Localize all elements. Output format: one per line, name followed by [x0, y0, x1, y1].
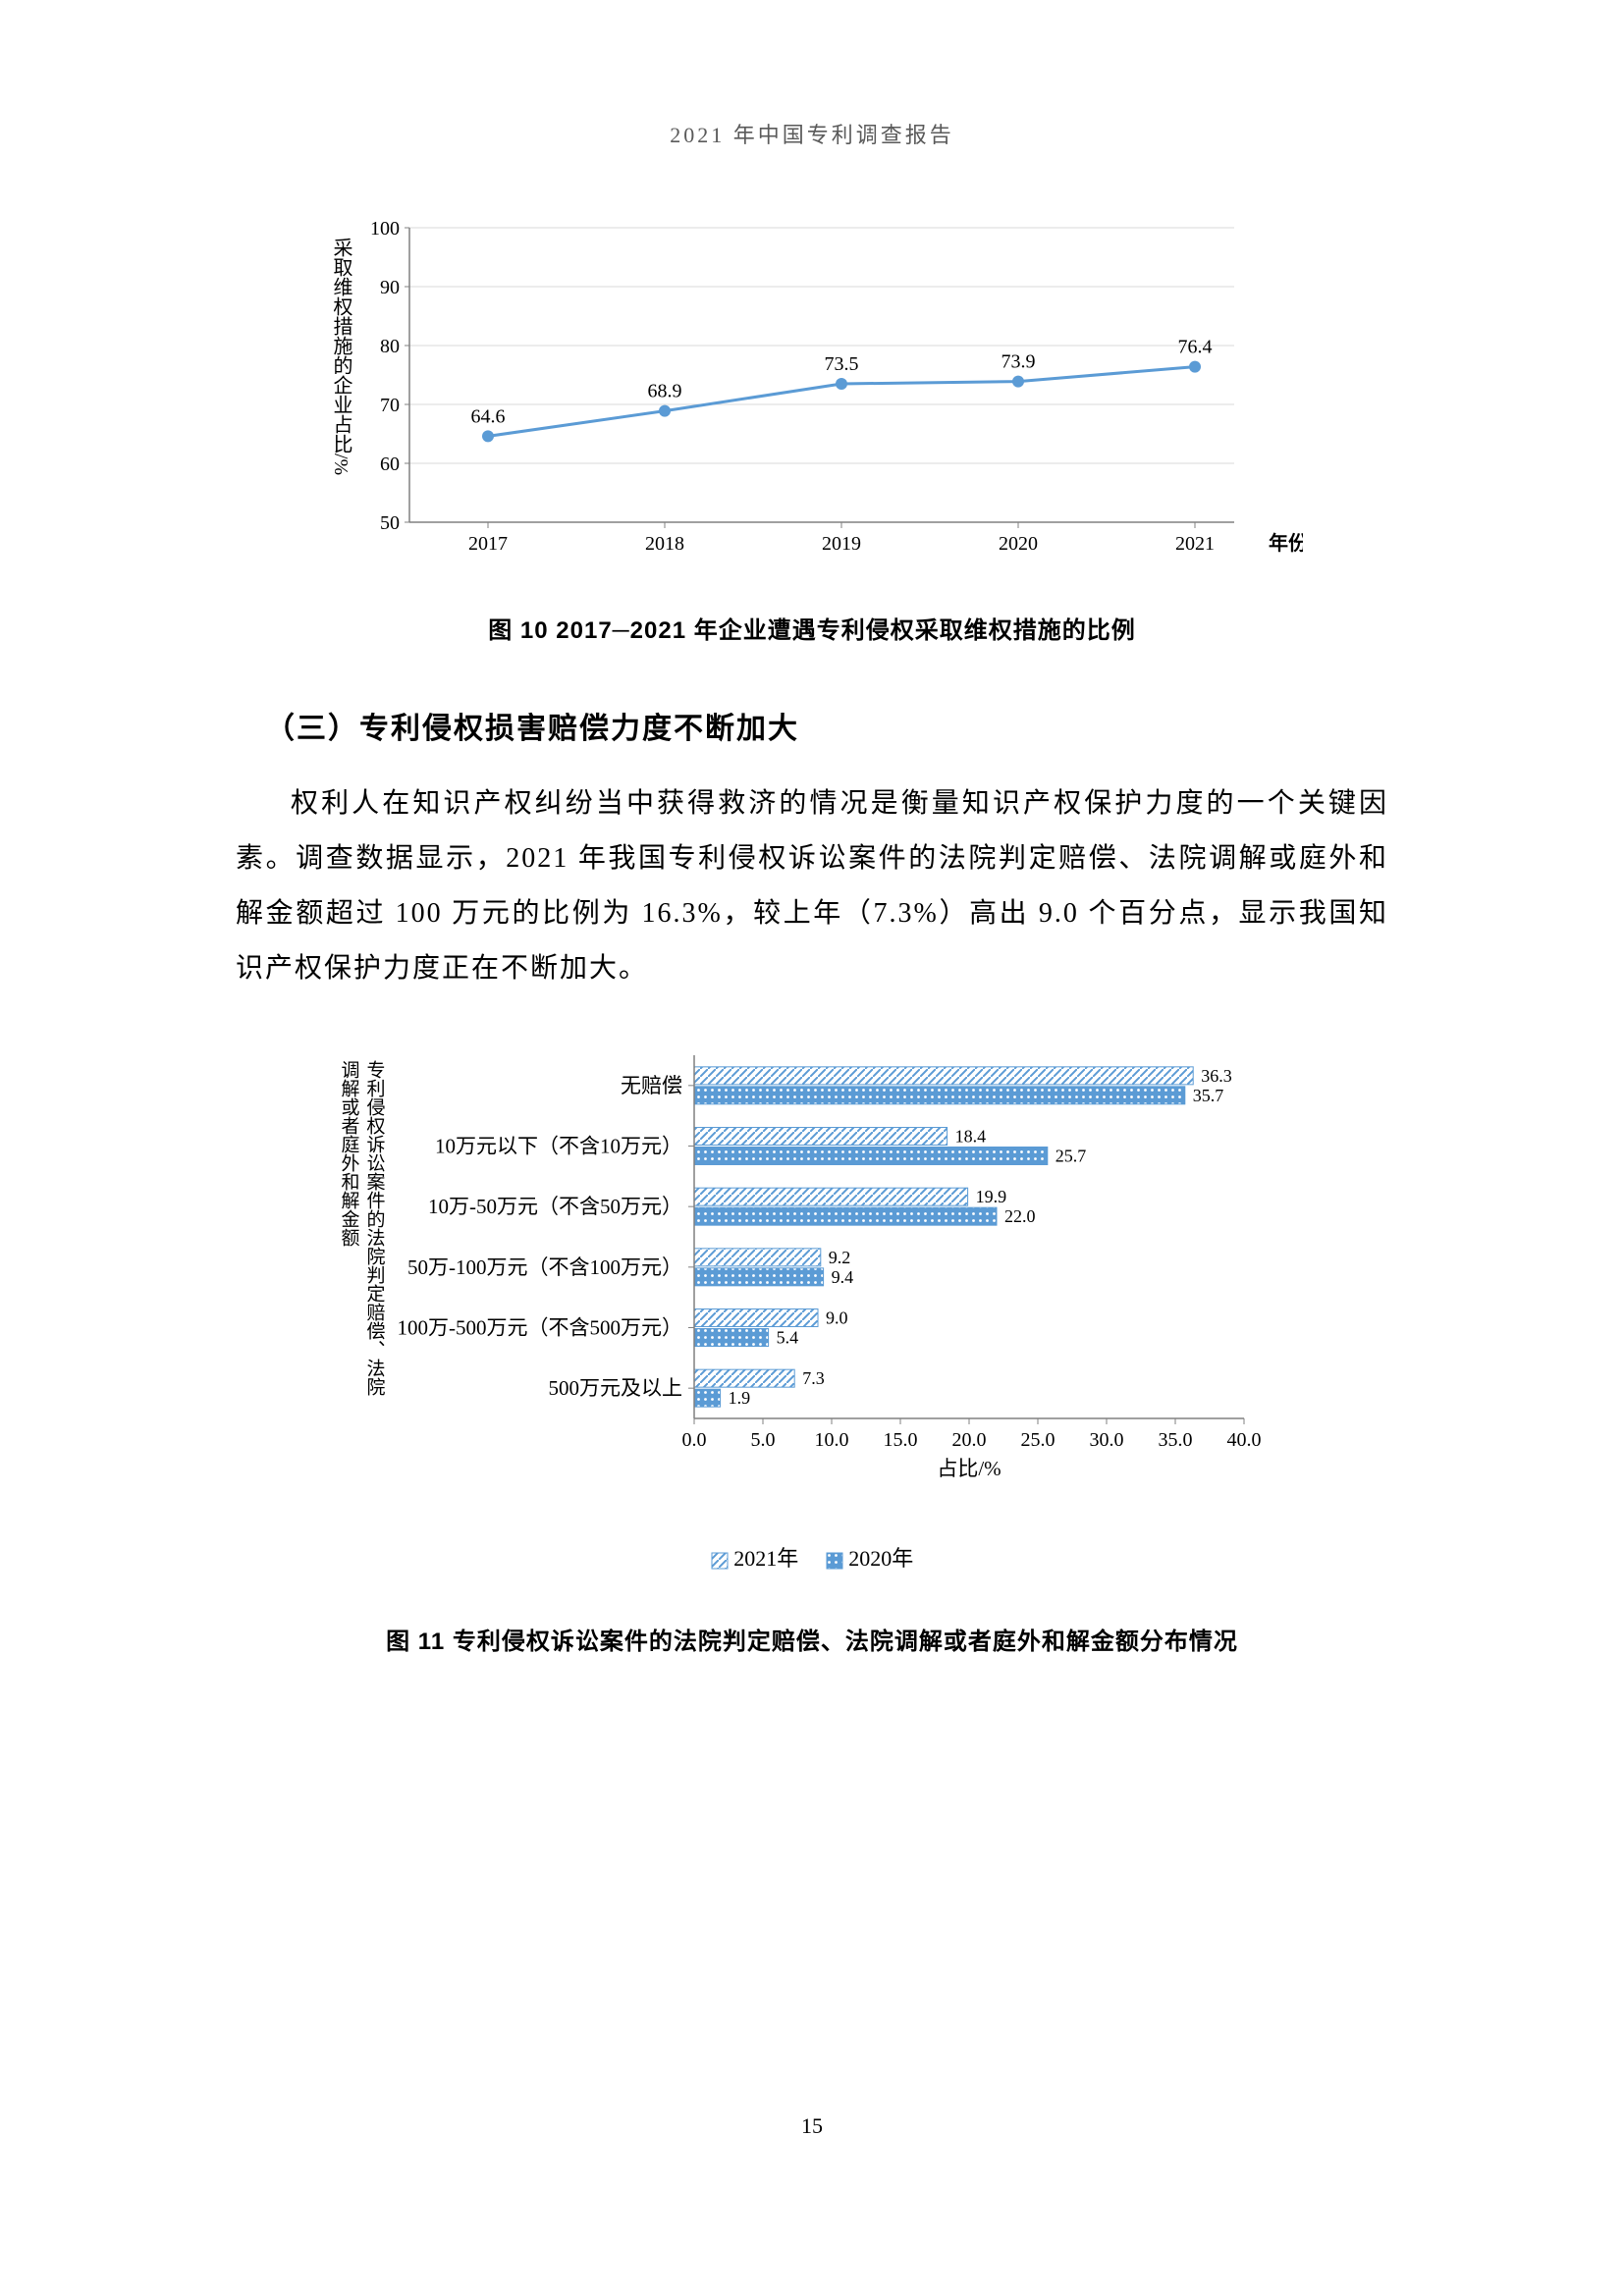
svg-text:9.4: 9.4 [832, 1267, 854, 1287]
svg-text:30.0: 30.0 [1090, 1429, 1124, 1451]
svg-text:100: 100 [370, 218, 400, 240]
chart-10-svg: 50 60 70 80 90 100 2017 2018 2019 2020 2021 年份 采取维权措… [321, 208, 1303, 571]
svg-text:50: 50 [380, 512, 400, 534]
chart-10-caption: 图 10 2017─2021 年企业遭遇专利侵权采取维权措施的比例 [236, 611, 1388, 645]
svg-text:70: 70 [380, 395, 400, 416]
svg-text:100万-500万元（不含500万元）: 100万-500万元（不含500万元） [398, 1316, 683, 1340]
svg-text:35.0: 35.0 [1159, 1429, 1193, 1451]
section-heading: （三）专利侵权损害赔偿力度不断加大 [265, 704, 1388, 747]
chart-11-bar: 专利侵权诉讼案件的法院判定赔偿、法院调解或者庭外和解金额 无赔偿 36.335.7 1… [331, 1045, 1293, 1573]
page-header: 2021 年中国专利调查报告 [236, 118, 1388, 149]
svg-text:73.5: 73.5 [825, 353, 859, 375]
page-number: 15 [0, 2113, 1624, 2139]
svg-text:调解或者庭外和解金额: 调解或者庭外和解金额 [339, 1060, 360, 1247]
svg-text:40.0: 40.0 [1227, 1429, 1262, 1451]
svg-text:0.0: 0.0 [682, 1429, 707, 1451]
svg-text:22.0: 22.0 [1004, 1206, 1036, 1226]
svg-text:36.3: 36.3 [1201, 1066, 1232, 1086]
svg-text:2018: 2018 [645, 533, 684, 555]
svg-text:15.0: 15.0 [884, 1429, 918, 1451]
svg-text:10万-50万元（不含50万元）: 10万-50万元（不含50万元） [428, 1195, 682, 1218]
svg-text:9.2: 9.2 [829, 1248, 851, 1267]
svg-text:专利侵权诉讼案件的法院判定赔偿、法院: 专利侵权诉讼案件的法院判定赔偿、法院 [364, 1060, 386, 1396]
body-paragraph: 权利人在知识产权纠纷当中获得救济的情况是衡量知识产权保护力度的一个关键因素。调查… [236, 776, 1388, 996]
svg-text:76.4: 76.4 [1178, 337, 1213, 358]
svg-text:73.9: 73.9 [1001, 351, 1036, 373]
svg-text:25.7: 25.7 [1056, 1147, 1087, 1166]
svg-text:2021: 2021 [1175, 533, 1215, 555]
svg-text:35.7: 35.7 [1193, 1086, 1224, 1105]
svg-text:占比/%: 占比/% [937, 1457, 1001, 1480]
svg-text:年份: 年份 [1269, 531, 1303, 555]
svg-text:60: 60 [380, 454, 400, 475]
svg-text:19.9: 19.9 [976, 1187, 1007, 1206]
svg-text:无赔偿: 无赔偿 [621, 1074, 682, 1097]
svg-text:64.6: 64.6 [471, 405, 506, 427]
svg-text:采取维权措施的企业占比/%: 采取维权措施的企业占比/% [330, 238, 352, 476]
svg-text:2019: 2019 [822, 533, 861, 555]
svg-text:90: 90 [380, 277, 400, 298]
svg-text:25.0: 25.0 [1021, 1429, 1056, 1451]
page: 2021 年中国专利调查报告 50 60 70 80 90 100 2017 2018 2019… [0, 0, 1624, 2296]
svg-text:1.9: 1.9 [729, 1388, 751, 1408]
svg-text:10万元以下（不含10万元）: 10万元以下（不含10万元） [435, 1135, 682, 1158]
legend-swatch-2020 [826, 1552, 843, 1570]
chart-11-caption: 图 11 专利侵权诉讼案件的法院判定赔偿、法院调解或者庭外和解金额分布情况 [236, 1622, 1388, 1656]
svg-text:2017: 2017 [468, 533, 508, 555]
chart-11-legend: 2021年 2020年 [331, 1541, 1293, 1573]
chart-11-svg: 专利侵权诉讼案件的法院判定赔偿、法院调解或者庭外和解金额 无赔偿 36.335.7 1… [331, 1045, 1293, 1497]
svg-text:7.3: 7.3 [802, 1368, 825, 1388]
svg-text:80: 80 [380, 336, 400, 357]
svg-text:2020: 2020 [999, 533, 1038, 555]
svg-text:10.0: 10.0 [815, 1429, 849, 1451]
svg-text:500万元及以上: 500万元及以上 [549, 1376, 683, 1400]
legend-label-2021: 2021年 [733, 1546, 798, 1571]
chart-10-line: 50 60 70 80 90 100 2017 2018 2019 2020 2021 年份 采取维权措… [321, 208, 1303, 571]
svg-text:50万-100万元（不含100万元）: 50万-100万元（不含100万元） [407, 1255, 682, 1279]
svg-text:5.0: 5.0 [751, 1429, 776, 1451]
legend-swatch-2021 [711, 1552, 729, 1570]
svg-text:9.0: 9.0 [826, 1308, 848, 1328]
svg-text:20.0: 20.0 [952, 1429, 987, 1451]
svg-text:18.4: 18.4 [955, 1127, 987, 1147]
legend-label-2020: 2020年 [848, 1546, 913, 1571]
svg-text:68.9: 68.9 [648, 381, 682, 402]
svg-text:5.4: 5.4 [777, 1328, 799, 1348]
